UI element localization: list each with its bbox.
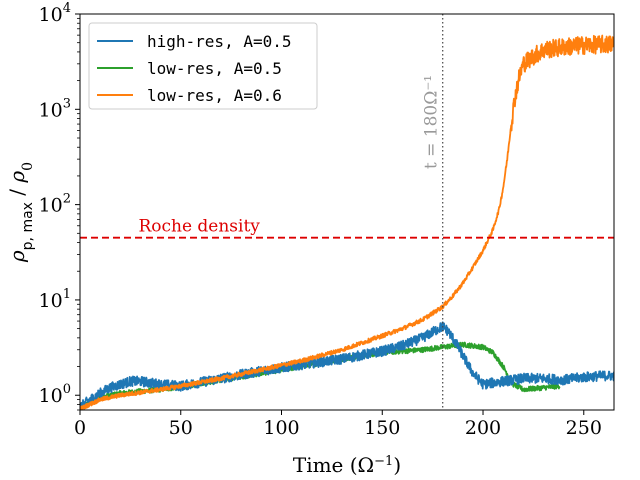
reference-lines [80,14,614,410]
y-tick-label: 104 [39,1,71,26]
x-tick-label: 50 [169,417,193,439]
legend-entry-label: low-res, A=0.6 [147,86,282,105]
y-tick-label: 101 [39,287,71,312]
y-tick-label: 100 [39,382,71,407]
annotations: Roche density t = 180Ω⁻¹ [138,75,441,237]
series-line-low-res-a-0-6 [80,34,614,410]
plot-frame [79,13,615,411]
time-marker-label: t = 180Ω⁻¹ [422,75,442,169]
series-layer [80,34,614,410]
x-tick-label: 100 [263,417,299,439]
x-tick-label: 0 [74,417,86,439]
legend-box [88,22,318,110]
x-tick-label: 250 [566,417,602,439]
x-tick-label: 200 [465,417,501,439]
y-tick-label: 103 [39,96,71,121]
y-tick-label: 102 [39,192,71,217]
legend: high-res, A=0.5 low-res, A=0.5 low-res, A=… [88,22,318,110]
roche-density-label: Roche density [138,217,260,237]
legend-entry-label: low-res, A=0.5 [147,59,282,78]
axis-ticks: 0 50 100 150 200 250 100 101 102 103 104 [39,1,602,439]
x-tick-label: 150 [364,417,400,439]
legend-entry-label: high-res, A=0.5 [147,32,292,51]
